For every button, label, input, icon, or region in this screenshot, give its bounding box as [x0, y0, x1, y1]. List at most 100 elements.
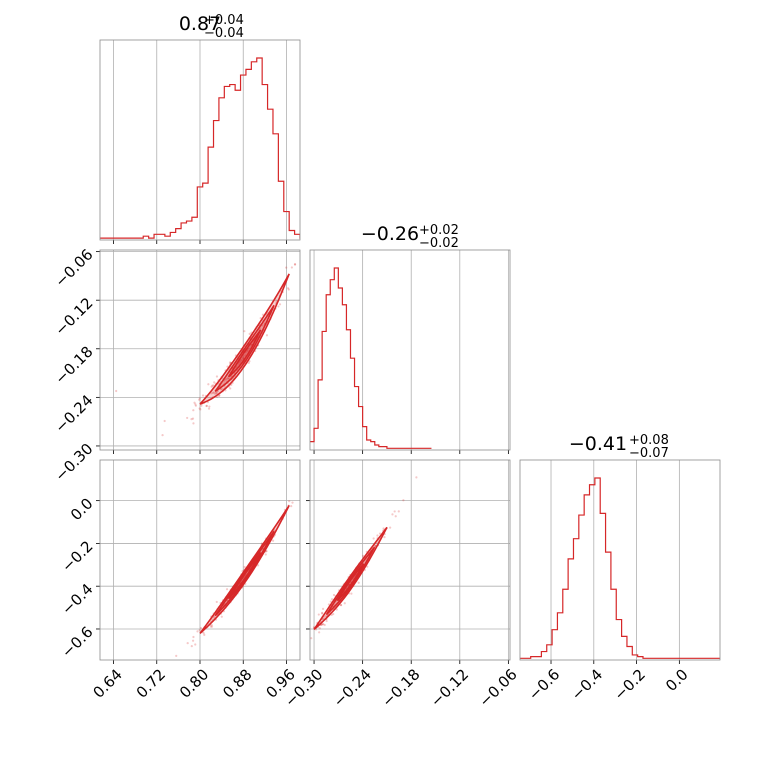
contour-level-2: [336, 563, 365, 602]
scatter-point: [321, 611, 324, 614]
title-2-minus: −0.07: [629, 446, 669, 461]
scatter-point: [288, 500, 291, 503]
scatter-point: [210, 385, 213, 388]
scatter-point: [196, 630, 199, 633]
scatter-point: [290, 505, 293, 508]
scatter-point: [344, 115, 346, 117]
scatter-point: [325, 614, 328, 617]
scatter-point: [343, 602, 346, 605]
panel-2-1: [288, 459, 511, 664]
scatter-point: [241, 356, 245, 360]
scatter-point: [212, 391, 215, 394]
scatter-points-2: [288, 476, 418, 654]
scatter-point: [194, 643, 197, 646]
x-tick-label: 0.80: [176, 665, 212, 701]
scatter-point: [192, 635, 195, 639]
scatter-point: [239, 360, 242, 363]
scatter-point: [190, 417, 193, 421]
scatter-point: [213, 615, 216, 618]
scatter-point: [207, 383, 210, 386]
x-tick-label: −0.18: [378, 665, 423, 710]
scatter-point: [215, 391, 218, 394]
y-tick-label: −0.2: [58, 537, 96, 575]
title-0-plus: +0.04: [204, 13, 244, 28]
scatter-point: [220, 615, 223, 618]
scatter-point: [217, 394, 221, 398]
scatter-point: [198, 398, 201, 401]
scatter-point: [192, 409, 195, 412]
title-1-minus: −0.02: [419, 236, 459, 251]
x-tick-label: 0.88: [219, 665, 255, 701]
scatter-point: [322, 623, 325, 626]
scatter-point: [293, 263, 297, 266]
title-param-2: −0.41: [569, 433, 627, 455]
scatter-point: [372, 537, 375, 540]
scatter-point: [330, 598, 334, 601]
scatter-point: [321, 623, 324, 626]
scatter-point: [339, 604, 343, 607]
scatter-point: [325, 619, 328, 623]
scatter-point: [325, 178, 327, 180]
scatter-point: [215, 392, 218, 395]
scatter-point: [261, 324, 264, 327]
scatter-point: [210, 623, 213, 627]
scatter-point: [278, 303, 282, 306]
scatter-point: [115, 389, 118, 393]
scatter-point: [332, 612, 335, 616]
scatter-point: [175, 654, 178, 657]
scatter-point: [198, 397, 201, 400]
scatter-point: [376, 534, 379, 537]
scatter-point: [329, 600, 332, 603]
scatter-point: [305, 645, 307, 647]
scatter-point: [366, 565, 369, 568]
title-0-minus: −0.04: [204, 26, 244, 41]
x-tick-label: −0.12: [427, 665, 472, 710]
scatter-point: [383, 536, 386, 539]
y-tick-label: −0.30: [51, 440, 96, 485]
x-tick-label: 0.64: [90, 665, 126, 701]
scatter-point: [321, 612, 324, 615]
contour-level-2: [227, 329, 262, 378]
scatter-point: [264, 553, 267, 556]
scatter-point: [228, 361, 232, 364]
scatter-point: [291, 501, 294, 504]
scatter-point: [203, 633, 206, 637]
scatter-point: [194, 403, 197, 406]
scatter-point: [389, 526, 392, 529]
scatter-point: [226, 377, 229, 380]
scatter-point: [161, 434, 164, 437]
scatter-point: [290, 266, 293, 269]
contour-level-2: [227, 552, 262, 600]
scatter-point: [288, 652, 290, 654]
scatter-point: [391, 513, 394, 516]
scatter-point: [227, 377, 231, 380]
scatter-frame-0: [99, 249, 301, 451]
scatter-point: [323, 623, 326, 627]
scatter-point: [192, 422, 195, 425]
x-tick-label: 0.72: [133, 665, 169, 701]
scatter-point: [271, 539, 275, 542]
scatter-point: [256, 564, 260, 567]
scatter-point: [357, 581, 360, 584]
scatter-point: [191, 417, 195, 420]
scatter-point: [211, 391, 215, 394]
panel-0-0: [99, 39, 301, 244]
histogram-frame-2: [519, 459, 721, 661]
title-param-0: 0.87: [179, 13, 221, 35]
scatter-point: [287, 288, 290, 291]
x-tick-label: 0.0: [662, 665, 692, 695]
scatter-frame-1: [99, 459, 301, 661]
scatter-point: [205, 404, 208, 408]
scatter-point: [225, 588, 229, 591]
scatter-point: [333, 152, 335, 154]
x-tick-label: −0.24: [330, 665, 375, 710]
scatter-point: [198, 407, 201, 410]
title-1-median: −0.26: [361, 223, 419, 245]
scatter-point: [293, 263, 297, 266]
scatter-point: [339, 603, 343, 607]
scatter-point: [318, 631, 321, 634]
scatter-point: [277, 305, 280, 308]
scatter-point: [191, 639, 195, 642]
scatter-frame-2: [309, 459, 511, 661]
scatter-point: [341, 145, 343, 147]
